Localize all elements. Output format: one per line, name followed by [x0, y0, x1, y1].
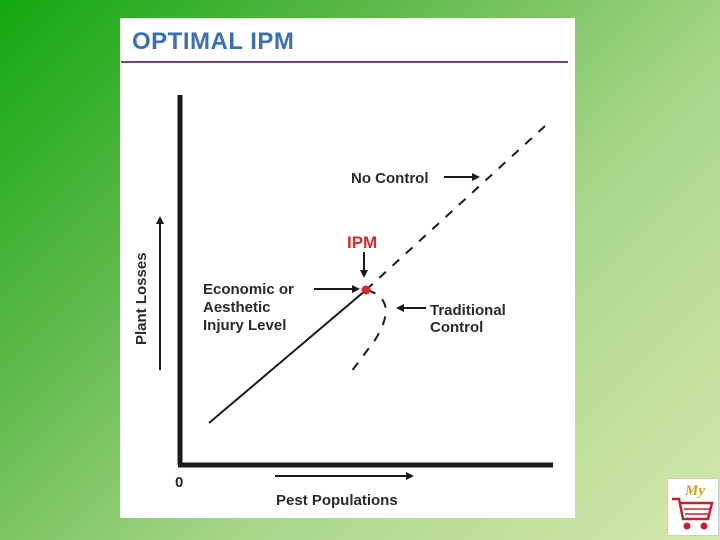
logo-text: My — [684, 483, 705, 499]
origin-label: 0 — [175, 474, 183, 491]
ipm-solid-line — [208, 289, 367, 424]
shopping-cart-icon: My — [672, 483, 714, 530]
traditional-control-line-2: Control — [430, 319, 483, 336]
ipm-label: IPM — [347, 233, 377, 252]
injury-level-line-2: Aesthetic — [203, 299, 271, 316]
ipm-point — [361, 285, 371, 295]
no-control-dashed-line — [365, 125, 546, 291]
diagram-card — [120, 18, 575, 518]
injury-level-label: Economic or Aesthetic Injury Level — [203, 281, 298, 334]
cart-logo: My — [667, 478, 719, 536]
y-axis-label: Plant Losses — [133, 252, 150, 345]
injury-level-line-3: Injury Level — [203, 317, 286, 334]
injury-level-line-1: Economic or — [203, 281, 294, 298]
x-axis-label: Pest Populations — [276, 492, 398, 509]
slide-title: OPTIMAL IPM — [132, 28, 295, 55]
no-control-label: No Control — [351, 170, 428, 187]
traditional-control-line-1: Traditional — [430, 302, 506, 319]
traditional-control-dashed-curve — [347, 289, 387, 377]
title-divider — [121, 61, 568, 63]
traditional-control-label: Traditional Control — [430, 302, 510, 336]
